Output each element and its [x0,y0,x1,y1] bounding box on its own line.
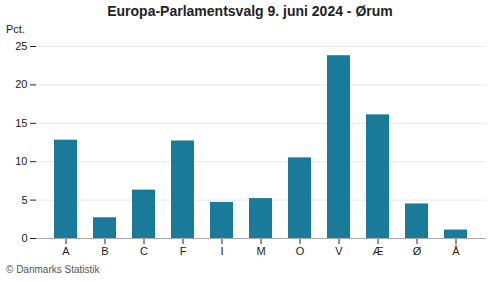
svg-text:F: F [180,245,187,257]
svg-text:O: O [296,245,305,257]
svg-text:M: M [256,245,265,257]
svg-text:Æ: Æ [373,245,384,257]
svg-text:15: 15 [15,117,27,129]
html-text:© Danmarks Statistik: © Danmarks Statistik [6,264,100,275]
svg-text:25: 25 [15,40,27,52]
svg-text:B: B [101,245,108,257]
svg-text:20: 20 [15,78,27,90]
svg-text:10: 10 [15,155,27,167]
svg-text:C: C [140,245,148,257]
svg-text:0: 0 [21,232,27,244]
svg-text:A: A [62,245,70,257]
html-text:Pct.: Pct. [6,23,25,35]
html-text:Europa-Parlamentsvalg 9. juni: Europa-Parlamentsvalg 9. juni 2024 - Øru… [107,3,393,19]
svg-text:Å: Å [452,245,460,257]
svg-text:V: V [335,245,343,257]
svg-text:5: 5 [21,194,27,206]
svg-text:I: I [220,245,223,257]
svg-text:Ø: Ø [413,245,422,257]
